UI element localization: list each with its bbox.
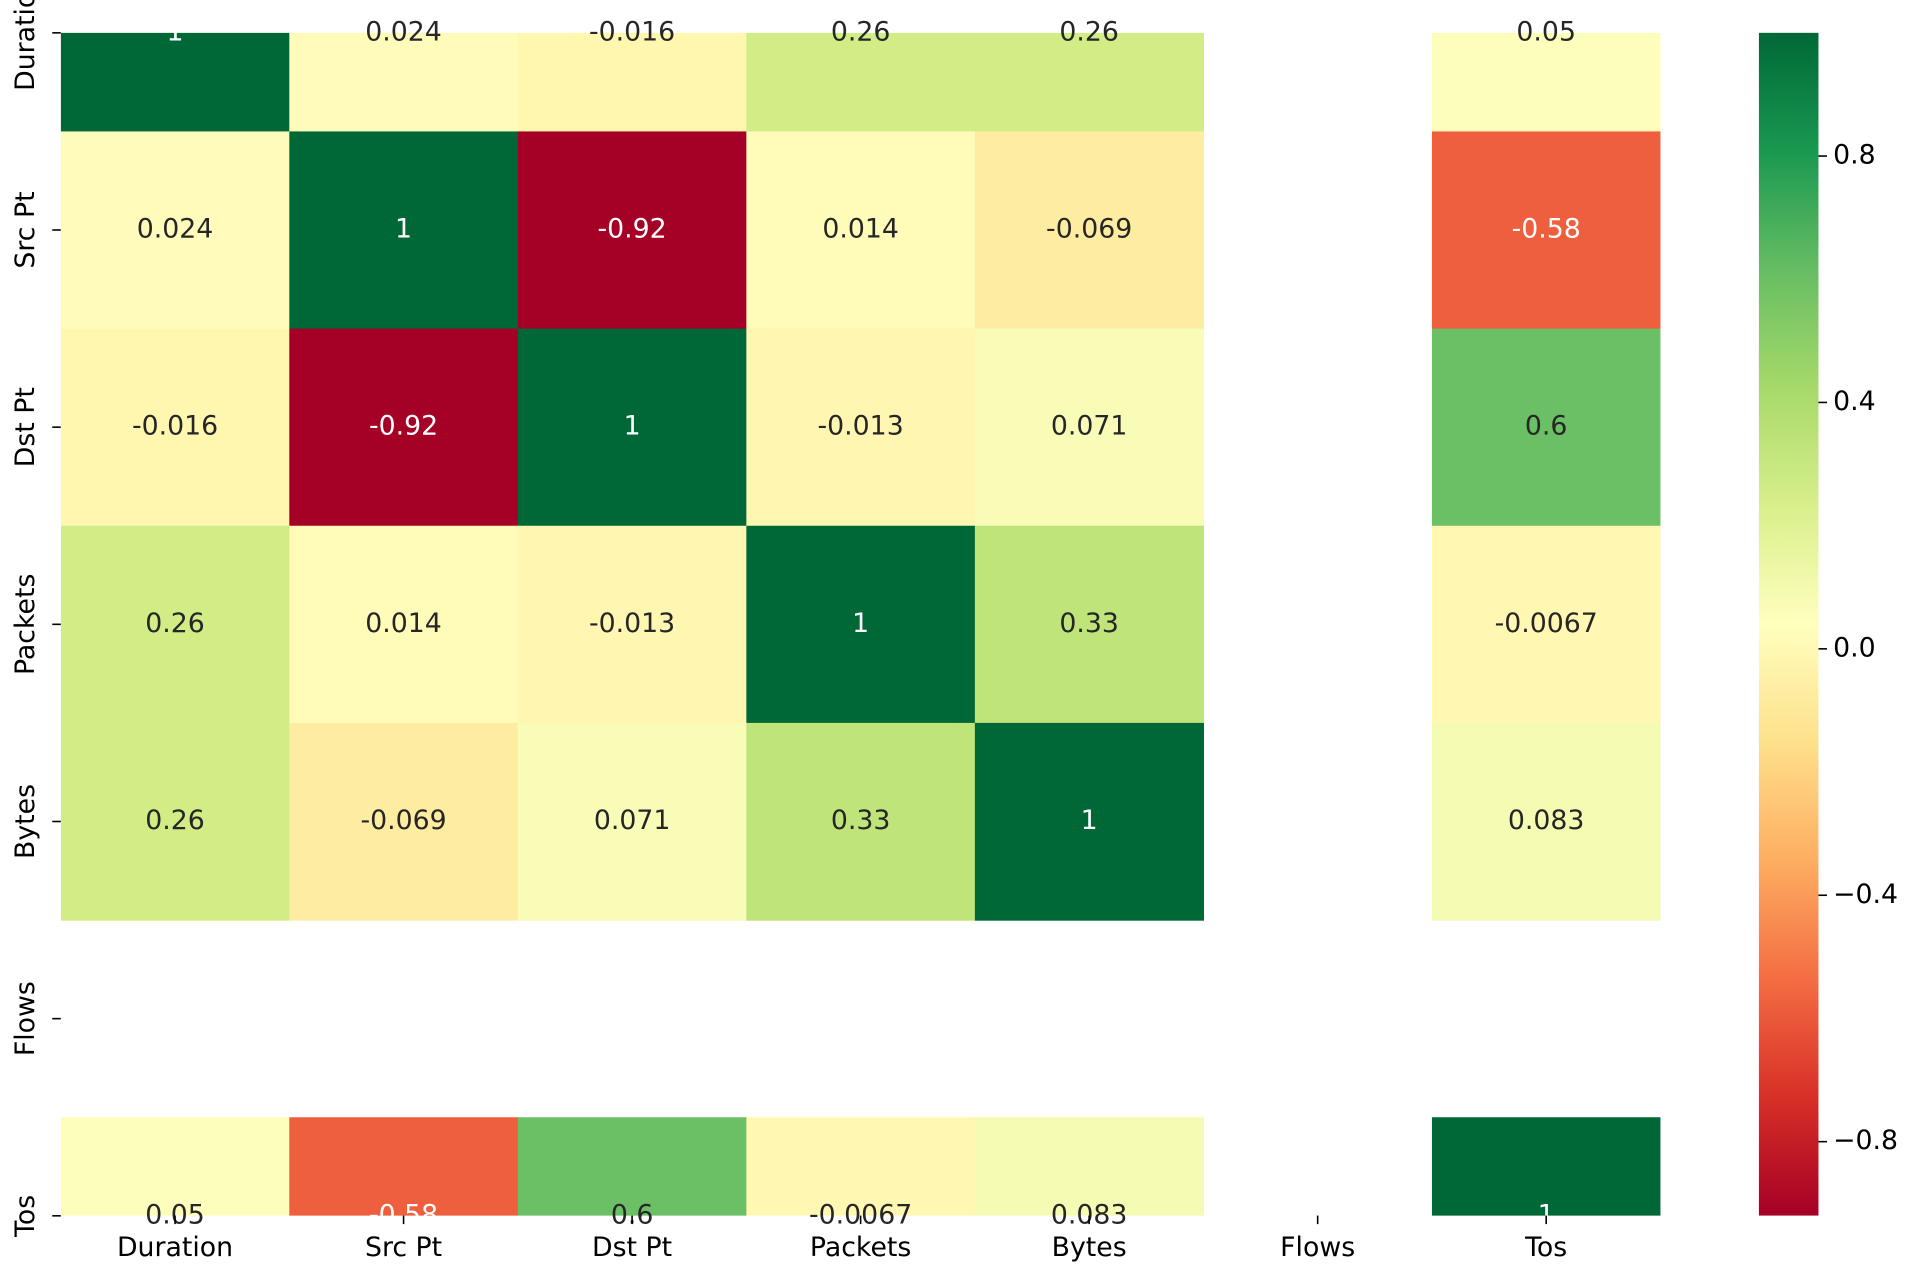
heatmap-cell	[974, 525, 1205, 724]
cell-label: 1	[624, 411, 641, 442]
cell-label: -0.0067	[809, 1199, 912, 1230]
heatmap-cell	[1431, 525, 1661, 724]
y-tick-label: Packets	[10, 574, 41, 675]
cell-label: 1	[852, 608, 869, 639]
heatmap-cell	[289, 328, 519, 527]
cell-label: -0.013	[818, 411, 904, 442]
heatmap-cell	[974, 722, 1205, 921]
heatmap-cell	[746, 525, 976, 724]
y-tick-label: Dst Pt	[10, 387, 41, 467]
cell-label: 0.014	[365, 608, 442, 639]
x-tick-label: Duration	[117, 1232, 233, 1263]
heatmap-cell	[60, 1117, 290, 1216]
heatmap-cell	[974, 1117, 1205, 1216]
x-tick-label: Dst Pt	[592, 1232, 672, 1263]
heatmap-cell	[974, 32, 1205, 133]
cell-label: 0.6	[611, 1199, 654, 1230]
cell-label: 0.05	[1516, 16, 1576, 47]
x-tick-label: Src Pt	[365, 1232, 442, 1263]
cell-label: 0.014	[822, 214, 899, 245]
cell-label: -0.0067	[1495, 608, 1598, 639]
heatmap-cell	[746, 131, 976, 330]
cell-label: -0.013	[589, 608, 675, 639]
cell-label: -0.069	[1046, 214, 1132, 245]
heatmap-cell	[60, 722, 290, 921]
cell-label: 0.26	[1059, 16, 1119, 47]
cell-label: 1	[395, 214, 412, 245]
heatmap-cell	[60, 525, 290, 724]
heatmap-cell	[289, 525, 519, 724]
colorbar-tick-label: −0.8	[1833, 1125, 1898, 1156]
heatmap-cell	[1431, 328, 1661, 527]
y-tick-label: Flows	[10, 981, 41, 1056]
cell-label: -0.92	[369, 411, 438, 442]
colorbar-tick-label: 0.0	[1833, 632, 1876, 663]
heatmap-cell	[974, 131, 1205, 330]
x-tick-label: Bytes	[1052, 1232, 1127, 1263]
cell-label: 1	[1538, 1199, 1555, 1230]
cell-label: 1	[1081, 805, 1098, 836]
heatmap-cell	[289, 32, 519, 133]
colorbar-tick-label: −0.4	[1833, 879, 1898, 910]
heatmap-cell	[746, 722, 976, 921]
heatmap-cell	[517, 722, 747, 921]
cell-label: 0.071	[1051, 411, 1128, 442]
cell-label: 0.083	[1051, 1199, 1128, 1230]
heatmap-cell	[517, 328, 747, 527]
y-tick-label: Tos	[10, 1195, 41, 1238]
heatmap-cell	[517, 525, 747, 724]
heatmap-cell	[289, 131, 519, 330]
heatmap-cell	[1431, 1117, 1661, 1216]
cell-label: 0.05	[145, 1199, 205, 1230]
cell-label: 0.33	[1059, 608, 1119, 639]
heatmap-cell	[746, 32, 976, 133]
cell-label: 1	[167, 16, 184, 47]
cell-label: -0.58	[1512, 214, 1581, 245]
cell-label: 0.024	[137, 214, 214, 245]
x-tick-label: Tos	[1524, 1232, 1567, 1263]
y-tick-label: Bytes	[10, 784, 41, 859]
x-tick-label: Packets	[810, 1232, 911, 1263]
heatmap-cells	[60, 32, 1661, 1216]
heatmap-cell	[60, 328, 290, 527]
y-tick-label: Src Pt	[10, 191, 41, 268]
cell-label: -0.069	[360, 805, 446, 836]
cell-label: 0.26	[831, 16, 891, 47]
colorbar-tick-label: 0.4	[1833, 386, 1876, 417]
heatmap-cell	[289, 1117, 519, 1216]
cell-label: -0.016	[132, 411, 218, 442]
y-tick-label: Duration	[10, 0, 41, 91]
cell-label: -0.92	[597, 214, 666, 245]
x-tick-label: Flows	[1280, 1232, 1355, 1263]
cell-label: 0.071	[594, 805, 671, 836]
heatmap-cell	[974, 328, 1205, 527]
cell-label: -0.58	[369, 1199, 438, 1230]
heatmap-cell	[517, 131, 747, 330]
cell-label: 0.26	[145, 805, 205, 836]
heatmap-cell	[60, 131, 290, 330]
cell-label: 0.33	[831, 805, 891, 836]
cell-label: -0.016	[589, 16, 675, 47]
cell-label: 0.26	[145, 608, 205, 639]
heatmap-cell	[1431, 722, 1661, 921]
heatmap-cell	[746, 1117, 976, 1216]
heatmap-cell	[60, 32, 290, 133]
cell-label: 0.083	[1508, 805, 1585, 836]
heatmap-cell	[746, 328, 976, 527]
heatmap-cell	[1431, 32, 1661, 133]
heatmap-cell	[1431, 131, 1661, 330]
colorbar	[1758, 32, 1819, 1216]
heatmap-cell	[517, 1117, 747, 1216]
heatmap-cell	[517, 32, 747, 133]
cell-label: 0.024	[365, 16, 442, 47]
colorbar-tick-label: 0.8	[1833, 140, 1876, 171]
cell-label: 0.6	[1525, 411, 1568, 442]
heatmap-cell	[289, 722, 519, 921]
